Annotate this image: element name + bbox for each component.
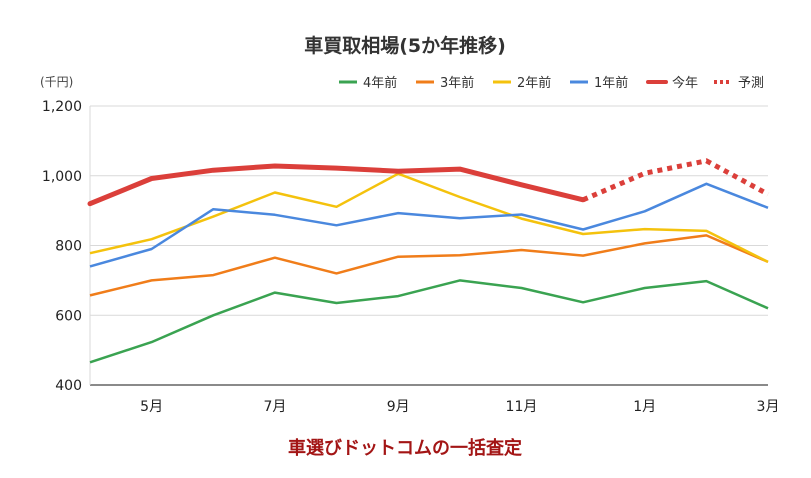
x-tick-label: 5月 [140,399,163,415]
series-line-1年前 [89,182,769,268]
y-unit-label: (千円) [40,75,73,89]
y-axis-ticks: 400 600 800 1,000 1,200 [42,99,82,394]
y-tick-label: 600 [55,308,82,324]
legend-label: 予測 [738,76,764,91]
legend-label: 2年前 [517,75,551,91]
series-line-3年前 [89,234,769,297]
footer-caption: 車選びドットコムの一括査定 [288,437,522,459]
series-line-予測 [582,158,770,203]
y-tick-label: 1,200 [42,99,82,115]
legend: 4年前 3年前 2年前 1年前 今年 予測 [339,75,764,91]
series-line-今年 [87,163,586,207]
x-tick-label: 11月 [506,399,538,415]
series-line-4年前 [89,279,769,364]
gridlines [89,105,768,386]
legend-label: 4年前 [363,75,397,91]
series-lines [87,158,770,364]
x-tick-label: 1月 [633,399,656,415]
x-tick-label: 9月 [387,399,410,415]
y-tick-label: 400 [55,378,82,394]
legend-label: 今年 [672,75,698,91]
x-axis-ticks: 5月 7月 9月 11月 1月 3月 [140,399,779,415]
x-tick-label: 7月 [263,399,286,415]
series-line-2年前 [89,172,769,264]
legend-label: 3年前 [440,75,474,91]
chart-title: 車買取相場(5か年推移) [304,34,506,57]
y-tick-label: 1,000 [42,169,82,185]
x-tick-label: 3月 [757,399,780,415]
legend-label: 1年前 [594,75,628,91]
y-tick-label: 800 [55,239,82,255]
